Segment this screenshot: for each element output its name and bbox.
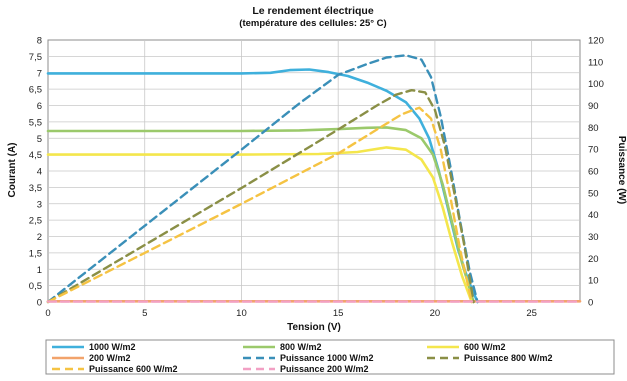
chart-title: Le rendement électrique	[252, 5, 374, 17]
y2-tick-label: 10	[588, 276, 599, 287]
legend-label: Puissance 800 W/m2	[464, 353, 553, 363]
legend-label: Puissance 600 W/m2	[89, 364, 178, 374]
y-tick-label: 1	[37, 265, 42, 276]
legend-label: 800 W/m2	[280, 342, 322, 352]
series-line-5	[46, 89, 475, 304]
y-tick-label: 5	[37, 134, 42, 145]
y2-tick-label: 110	[588, 57, 603, 68]
y2-tick-label: 90	[588, 101, 599, 112]
legend-label: 200 W/m2	[89, 353, 131, 363]
y-tick-label: 7,5	[29, 52, 42, 63]
y-tick-label: 6,5	[29, 85, 42, 96]
y2-tick-label: 40	[588, 210, 599, 221]
x-axis-label: Tension (V)	[287, 322, 341, 333]
y-tick-label: 2,5	[29, 216, 42, 227]
y-tick-label: 8	[37, 36, 42, 47]
series-line-1	[46, 126, 475, 304]
y2-tick-label: 120	[588, 36, 604, 47]
y-tick-label: 0,5	[29, 281, 42, 292]
y-tick-label: 1,5	[29, 248, 42, 259]
chart-subtitle: (température des cellules: 25° C)	[239, 18, 386, 29]
y-tick-label: 7	[37, 68, 42, 79]
x-tick-label: 0	[45, 308, 50, 319]
y2-tick-label: 60	[588, 167, 599, 178]
y-tick-label: 6	[37, 101, 42, 112]
legend-label: 600 W/m2	[464, 342, 506, 352]
y-tick-label: 3	[37, 199, 42, 210]
series-line-2	[46, 146, 473, 304]
legend-label: 1000 W/m2	[89, 342, 136, 352]
legend-label: Puissance 200 W/m2	[280, 364, 369, 374]
legend-box	[45, 339, 615, 375]
y2-tick-label: 70	[588, 145, 599, 156]
series-line-6	[46, 106, 473, 304]
legend-label: Puissance 1000 W/m2	[280, 353, 374, 363]
grid	[47, 39, 581, 303]
y-tick-label: 3,5	[29, 183, 42, 194]
y-tick-label: 2	[37, 232, 42, 243]
y2-tick-label: 20	[588, 254, 599, 265]
x-tick-label: 10	[236, 308, 247, 319]
y2-tick-label: 100	[588, 79, 604, 90]
y-tick-label: 0	[37, 298, 42, 309]
x-tick-label: 20	[430, 308, 441, 319]
y2-tick-label: 30	[588, 232, 599, 243]
y2-tick-label: 50	[588, 188, 599, 199]
y2-tick-label: 80	[588, 123, 599, 134]
y2-axis-label: Puissance (W)	[616, 136, 627, 204]
axes: 00,511,522,533,544,555,566,577,580102030…	[29, 36, 604, 320]
x-tick-label: 15	[333, 308, 344, 319]
y-tick-label: 4	[37, 167, 42, 178]
x-tick-label: 25	[526, 308, 537, 319]
y-tick-label: 5,5	[29, 117, 42, 128]
series-layer	[46, 54, 582, 304]
y-axis-label: Courant (A)	[7, 143, 18, 198]
x-tick-label: 5	[142, 308, 147, 319]
y2-tick-label: 0	[588, 298, 593, 309]
y-tick-label: 4,5	[29, 150, 42, 161]
